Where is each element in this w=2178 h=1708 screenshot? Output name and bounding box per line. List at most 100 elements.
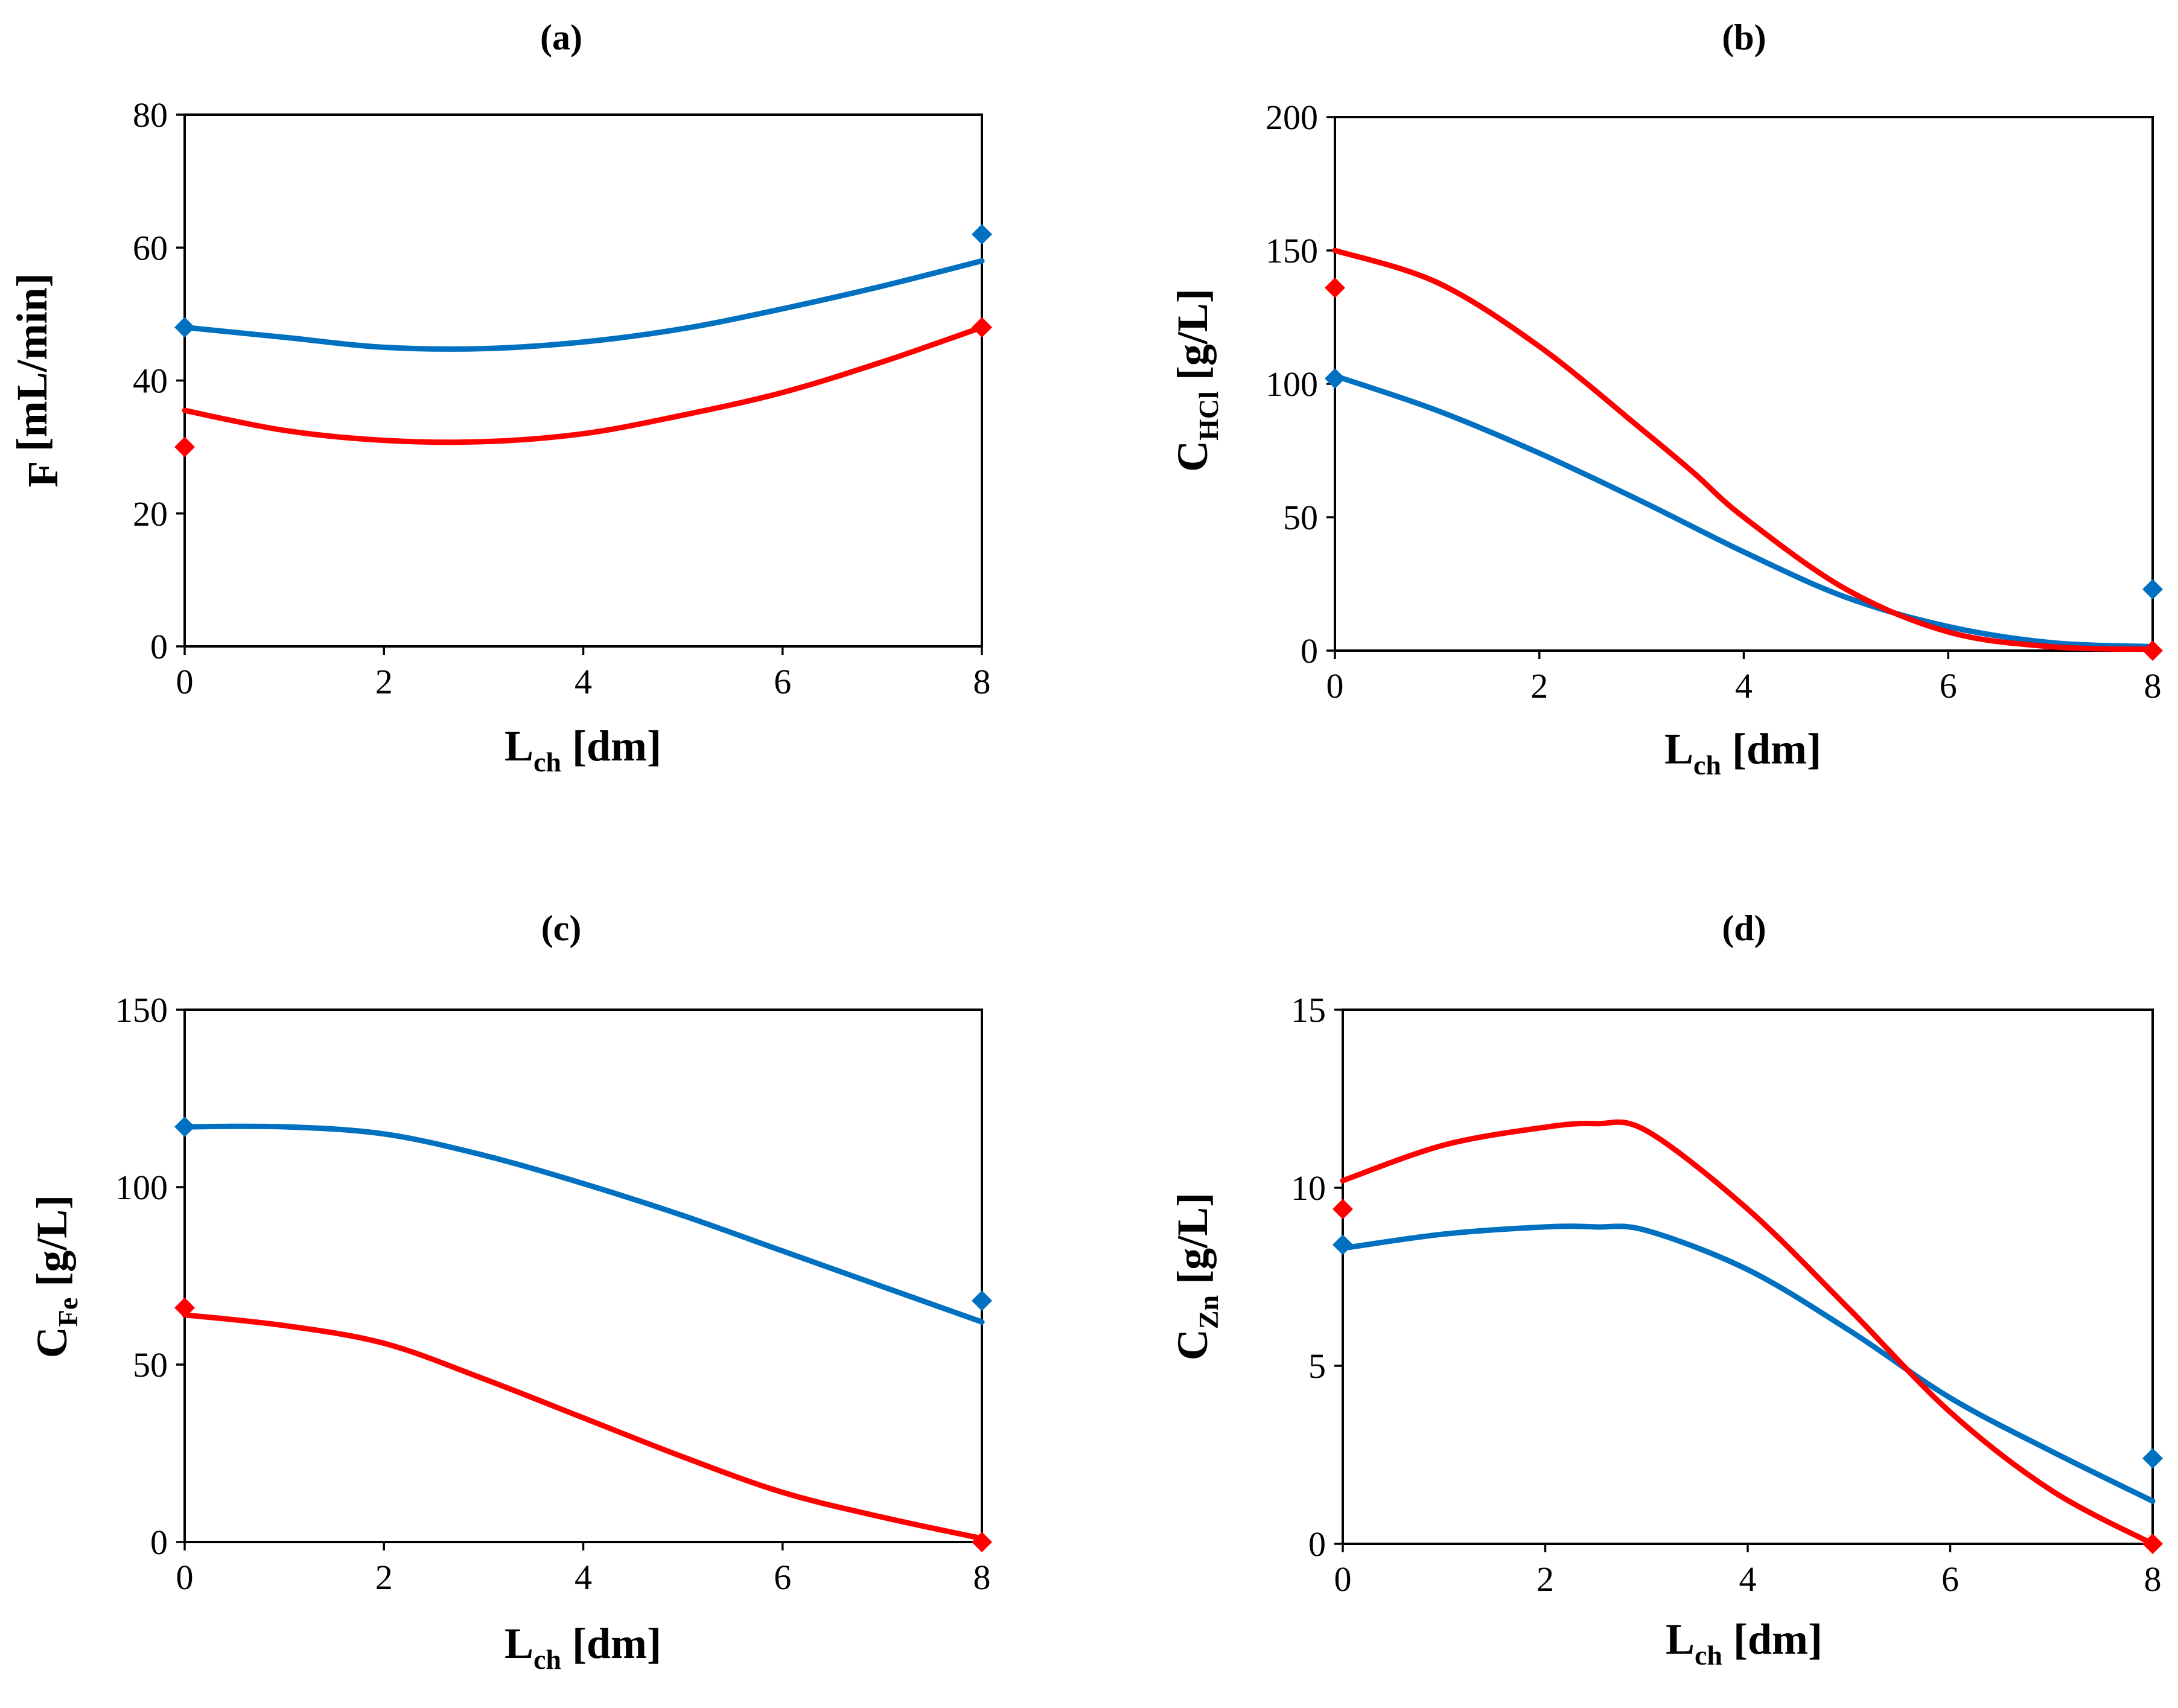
panel-a-y-tick-label: 20	[133, 494, 168, 534]
panel-d-frame	[1342, 1009, 2154, 1545]
panel-d-x-label-main: L	[1666, 1615, 1695, 1663]
panel-d-title: (d)	[1722, 908, 1766, 948]
panel-c-y-tick-label: 0	[150, 1523, 168, 1562]
panel-b-x-tick-label: 0	[1326, 666, 1344, 706]
panel-b: (b) 0 2 4 6 8 0 50 100 150 200 Lch [dm] CHCl [g/L…	[1168, 18, 2163, 780]
panel-c-y-label-main: C	[28, 1327, 76, 1358]
panel-d-red-point	[2142, 1534, 2163, 1554]
panel-b-x-label: Lch [dm]	[1664, 725, 1821, 780]
panel-a-red-curve	[182, 324, 985, 445]
panel-a-frame	[183, 113, 983, 648]
panel-d-blue-point	[2142, 1448, 2163, 1469]
panel-b-y-tick-label: 150	[1266, 231, 1318, 270]
panel-b-y-tick-label: 50	[1283, 498, 1318, 537]
panel-b-title: (b)	[1722, 18, 1766, 57]
panel-a-x-tick-label: 2	[375, 662, 393, 701]
panel-c-y-tick-label: 50	[133, 1345, 168, 1385]
panel-a-red-point	[972, 317, 992, 338]
panel-a-red-point	[174, 436, 195, 457]
panel-a-blue-point	[174, 317, 195, 338]
panel-a-y-tick-label: 60	[133, 228, 168, 267]
panel-a-x-tick-label: 4	[575, 662, 592, 701]
panel-b-blue-point	[2142, 579, 2163, 600]
panel-b-x-tick-label: 2	[1530, 666, 1548, 706]
panel-a-y-tick-label: 80	[133, 95, 168, 135]
panel-c-y-tick-label: 150	[115, 990, 168, 1030]
panel-b-y-tick-label: 100	[1266, 365, 1318, 404]
panel-d-x-label-unit: [dm]	[1722, 1615, 1823, 1663]
panel-c-red-point	[174, 1297, 195, 1318]
panel-d-blue-curve	[1340, 1223, 2156, 1504]
panel-d-x-tick-label: 8	[2144, 1560, 2162, 1599]
panel-b-x-tick-label: 4	[1735, 666, 1753, 706]
panel-d-blue-point	[1333, 1234, 1353, 1255]
panel-b-ticks: 0 2 4 6 8 0 50 100 150 200	[1266, 98, 2162, 706]
panel-b-y-tick-label: 200	[1266, 98, 1318, 137]
panel-d-red-point	[1333, 1199, 1353, 1220]
panel-c-x-tick-label: 2	[375, 1558, 393, 1597]
panel-b-series	[1325, 247, 2163, 661]
panel-a-title: (a)	[540, 18, 582, 57]
panel-c-red-curve	[182, 1312, 985, 1541]
panel-b-x-label-sub: ch	[1693, 750, 1721, 780]
panel-a-y-label-unit: [mL/min]	[8, 273, 56, 462]
panel-d-y-label: CZn [g/L]	[1168, 1193, 1224, 1360]
panel-c-x-tick-label: 0	[176, 1558, 194, 1597]
panel-b-x-tick-label: 8	[2144, 666, 2162, 706]
panel-c-series	[174, 1117, 992, 1552]
panel-c-blue-curve	[182, 1123, 985, 1325]
panel-d-y-tick-label: 10	[1291, 1168, 1326, 1208]
panel-c-frame	[183, 1009, 983, 1543]
panel-b-x-label-unit: [dm]	[1721, 725, 1821, 773]
panel-d: (d) 0 2 4 6 8 0 5 10 15 Lch [dm] CZn [g/L]	[1168, 908, 2163, 1671]
panel-d-x-label: Lch [dm]	[1666, 1615, 1823, 1671]
panel-c-x-label-sub: ch	[533, 1644, 561, 1675]
panel-a-y-tick-label: 40	[133, 362, 168, 401]
panel-d-y-tick-label: 15	[1291, 990, 1326, 1030]
panel-b-x-label-main: L	[1664, 725, 1693, 773]
panel-a-x-label-main: L	[505, 722, 533, 770]
panel-c-y-tick-label: 100	[115, 1168, 168, 1207]
panel-b-red-point	[1325, 277, 1345, 298]
panel-c-blue-point	[174, 1117, 195, 1138]
panel-c-y-label-sub: Fe	[53, 1298, 83, 1327]
panel-c-y-label-unit: [g/L]	[28, 1195, 76, 1298]
panel-d-x-tick-label: 4	[1739, 1560, 1757, 1599]
panel-b-y-label: CHCl [g/L]	[1168, 288, 1224, 472]
panel-a-blue-curve	[182, 258, 985, 352]
panel-c-x-tick-label: 8	[973, 1558, 991, 1597]
panel-b-y-label-unit: [g/L]	[1168, 288, 1217, 391]
panel-a-x-label-unit: [dm]	[561, 722, 661, 770]
panel-b-y-label-sub: HCl	[1193, 391, 1224, 441]
panel-c: (c) 0 2 4 6 8 0 50 100 150 Lch [dm] CFe [g/L]	[28, 908, 992, 1675]
panel-a-x-label-sub: ch	[533, 747, 561, 777]
panel-b-y-label-main: C	[1168, 441, 1217, 472]
panel-d-x-label-sub: ch	[1695, 1640, 1722, 1671]
panel-b-frame	[1334, 116, 2154, 652]
panel-a-x-tick-label: 0	[176, 662, 194, 701]
panel-c-y-label: CFe [g/L]	[28, 1195, 83, 1359]
panel-c-x-tick-label: 6	[774, 1558, 791, 1597]
panel-c-blue-point	[972, 1290, 992, 1311]
panel-b-x-tick-label: 6	[1940, 666, 1957, 706]
panel-a-x-tick-label: 6	[774, 662, 791, 701]
panel-a-y-label-main: F	[19, 462, 67, 487]
panel-d-y-label-main: C	[1168, 1329, 1217, 1360]
panel-c-ticks: 0 2 4 6 8 0 50 100 150	[115, 990, 991, 1597]
panel-d-y-label-unit: [g/L]	[1168, 1193, 1217, 1295]
panel-b-red-curve	[1332, 247, 2156, 652]
panel-c-red-point	[972, 1532, 992, 1552]
panel-c-x-tick-label: 4	[575, 1558, 592, 1597]
panel-c-title: (c)	[541, 908, 582, 948]
panel-a-x-tick-label: 8	[973, 662, 991, 701]
panel-c-x-label-unit: [dm]	[561, 1619, 661, 1668]
panel-a-y-label: F [mL/min]	[8, 273, 67, 487]
panel-b-blue-curve	[1332, 373, 2156, 649]
panel-d-series	[1333, 1119, 2163, 1554]
panel-d-ticks: 0 2 4 6 8 0 5 10 15	[1291, 990, 2162, 1599]
panel-d-x-tick-label: 6	[1941, 1560, 1959, 1599]
panel-d-x-tick-label: 2	[1536, 1560, 1554, 1599]
